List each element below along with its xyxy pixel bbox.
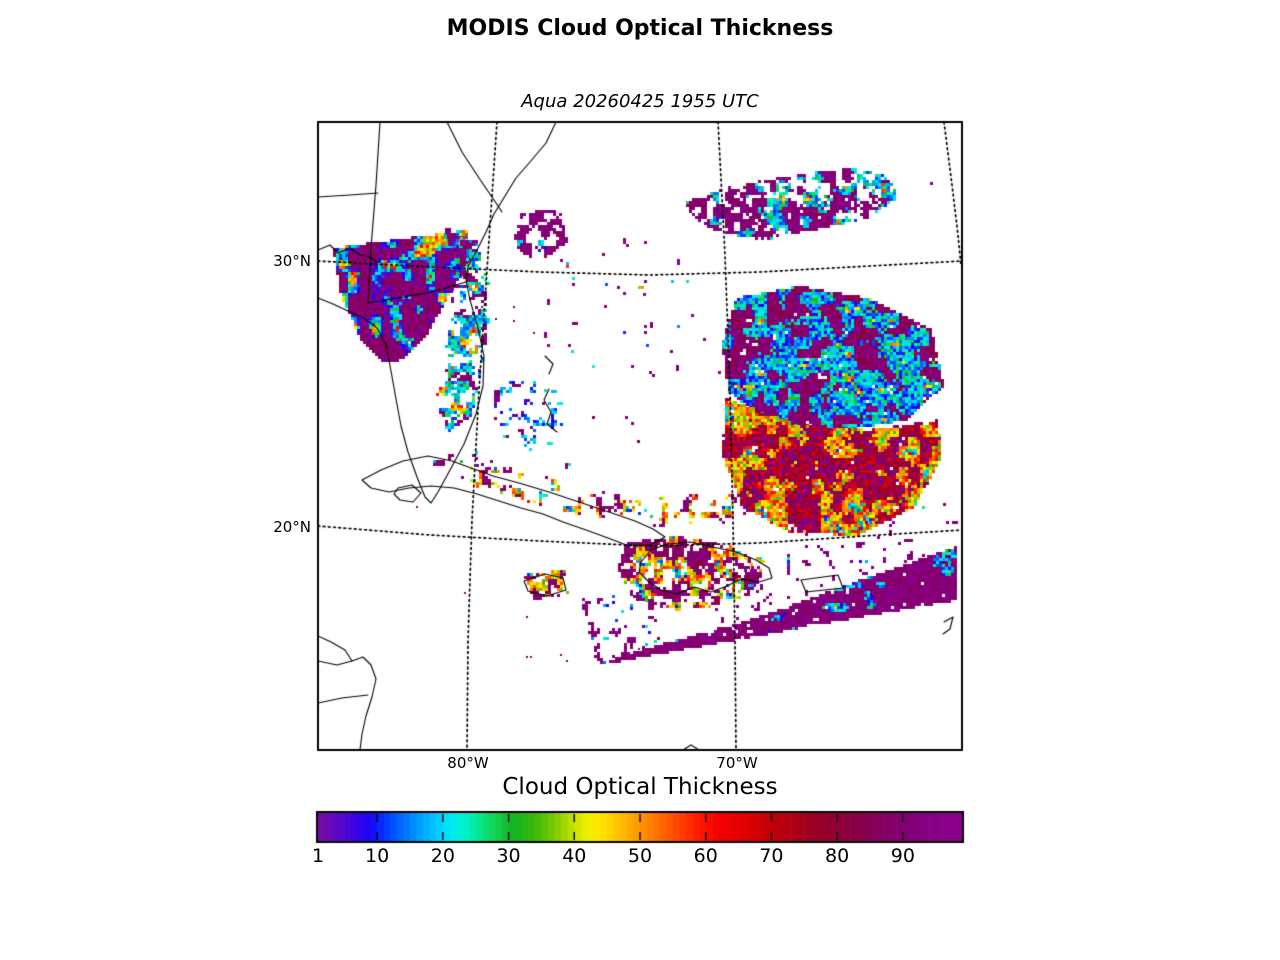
colorbar-tick-label-90: 90 xyxy=(890,845,915,867)
colorbar-tick-label-10: 10 xyxy=(365,845,390,867)
colorbar-tick-label-60: 60 xyxy=(693,845,718,867)
colorbar-tick-label-80: 80 xyxy=(825,845,850,867)
colorbar-tick-label-1: 1 xyxy=(311,845,325,867)
colorbar-title: Cloud Optical Thickness xyxy=(502,774,778,800)
colorbar-tick-label-20: 20 xyxy=(430,845,455,867)
chart-title: MODIS Cloud Optical Thickness xyxy=(446,16,834,41)
lon-tick-label-1: 70°W xyxy=(716,754,758,772)
lat-tick-label-0: 30°N xyxy=(273,252,311,270)
colorbar-tick-label-50: 50 xyxy=(627,845,653,867)
colorbar-tick-label-30: 30 xyxy=(496,845,521,867)
colorbar-tick-label-40: 40 xyxy=(562,845,587,867)
lon-tick-label-0: 80°W xyxy=(447,754,489,772)
colorbar-tick-label-70: 70 xyxy=(759,845,784,867)
lat-tick-label-1: 20°N xyxy=(273,518,311,536)
chart-subtitle: Aqua 20260425 1955 UTC xyxy=(521,91,759,112)
